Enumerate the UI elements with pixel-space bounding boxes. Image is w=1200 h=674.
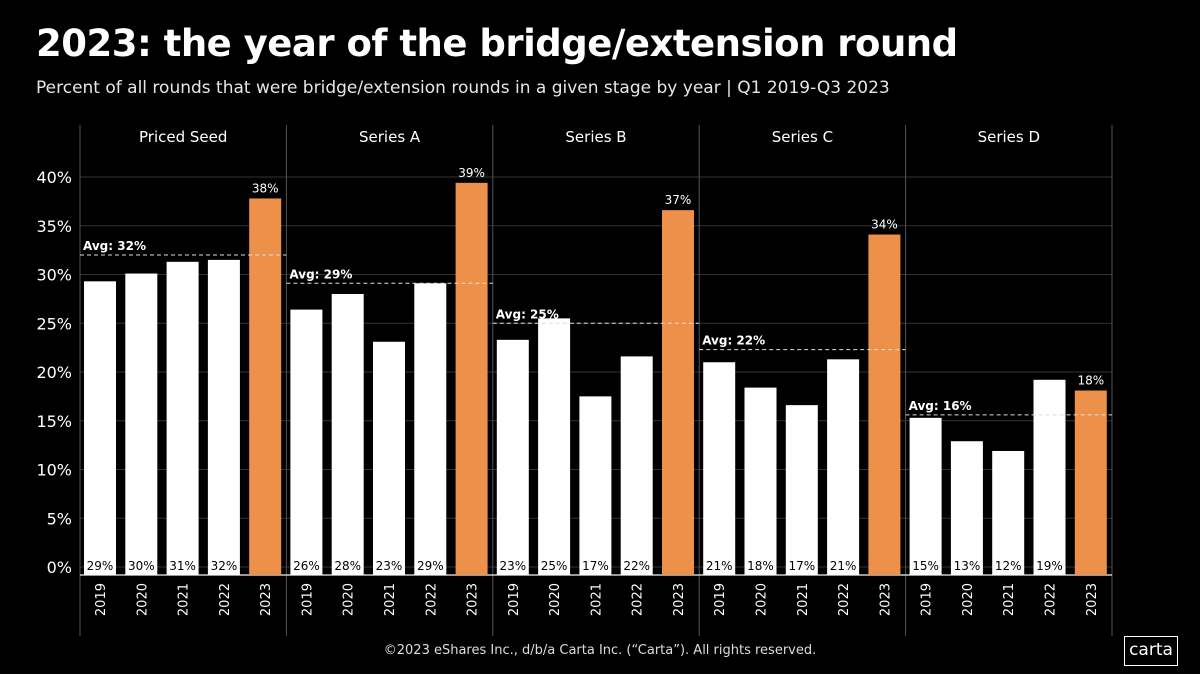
bar-series-a-2019	[290, 309, 323, 575]
data-label: 19%	[1036, 559, 1063, 573]
data-label: 22%	[623, 559, 650, 573]
bar-priced-seed-2021	[166, 261, 199, 575]
bar-series-d-2020	[950, 441, 983, 575]
x-tick-label: 2019	[300, 583, 315, 616]
panel-title: Priced Seed	[139, 128, 227, 146]
data-label: 38%	[252, 181, 279, 195]
data-label: 29%	[417, 559, 444, 573]
x-tick-label: 2022	[424, 583, 439, 616]
bar-series-a-2022	[414, 283, 447, 575]
bar-series-a-2020	[331, 294, 364, 575]
y-tick-label: 30%	[36, 266, 72, 285]
data-label: 21%	[706, 559, 733, 573]
bar-priced-seed-2023	[249, 198, 282, 575]
x-tick-label: 2021	[383, 583, 398, 616]
data-label: 12%	[995, 559, 1022, 573]
x-tick-label: 2020	[961, 583, 976, 616]
x-tick-label: 2019	[713, 583, 728, 616]
x-tick-label: 2020	[755, 583, 770, 616]
panel-title: Series D	[978, 128, 1040, 146]
data-label: 18%	[1077, 374, 1104, 388]
x-tick-label: 2021	[796, 583, 811, 616]
bar-series-a-2023	[455, 182, 488, 575]
data-label: 21%	[830, 559, 857, 573]
x-tick-label: 2023	[1085, 583, 1100, 616]
data-label: 18%	[747, 559, 774, 573]
average-label: Avg: 16%	[909, 399, 972, 413]
bar-series-b-2023	[662, 210, 694, 575]
x-tick-label: 2021	[177, 583, 192, 616]
y-tick-label: 10%	[36, 461, 72, 480]
chart-subtitle: Percent of all rounds that were bridge/e…	[36, 78, 890, 98]
average-label: Avg: 32%	[83, 239, 146, 253]
bar-priced-seed-2019	[84, 281, 116, 575]
x-tick-label: 2022	[837, 583, 852, 616]
average-label: Avg: 22%	[702, 334, 765, 348]
panel-title: Series B	[565, 128, 626, 146]
carta-logo: carta	[1124, 636, 1178, 666]
x-tick-label: 2020	[135, 583, 150, 616]
x-tick-label: 2023	[672, 583, 687, 616]
bar-series-d-2019	[909, 417, 942, 575]
y-tick-label: 40%	[36, 168, 72, 187]
y-tick-label: 35%	[36, 217, 72, 236]
data-label: 28%	[334, 559, 361, 573]
x-tick-label: 2019	[507, 583, 522, 616]
bar-series-c-2023	[868, 234, 901, 575]
data-label: 26%	[293, 559, 320, 573]
bar-series-c-2019	[703, 362, 736, 575]
panel-title: Series C	[772, 128, 833, 146]
data-label: 23%	[499, 559, 526, 573]
data-label: 25%	[541, 559, 568, 573]
data-label: 30%	[128, 559, 155, 573]
bar-series-b-2021	[579, 396, 612, 575]
y-tick-label: 5%	[47, 509, 72, 528]
x-tick-label: 2022	[218, 583, 233, 616]
bar-series-d-2022	[1033, 379, 1066, 575]
average-label: Avg: 29%	[289, 267, 352, 281]
x-tick-label: 2023	[466, 583, 481, 616]
x-tick-label: 2021	[1002, 583, 1017, 616]
x-tick-label: 2019	[94, 583, 109, 616]
bar-series-b-2022	[620, 356, 653, 575]
x-tick-label: 2019	[920, 583, 935, 616]
y-tick-label: 25%	[36, 314, 72, 333]
bar-priced-seed-2020	[125, 273, 158, 575]
y-tick-label: 20%	[36, 363, 72, 382]
data-label: 15%	[912, 559, 939, 573]
chart-title: 2023: the year of the bridge/extension r…	[36, 22, 958, 65]
bar-series-a-2021	[373, 341, 405, 575]
x-tick-label: 2021	[589, 583, 604, 616]
bar-series-c-2020	[744, 387, 777, 575]
bar-series-d-2021	[992, 450, 1025, 575]
bar-series-c-2021	[785, 405, 818, 575]
data-label: 29%	[87, 559, 114, 573]
bar-series-b-2019	[496, 339, 529, 575]
bar-priced-seed-2022	[207, 259, 240, 575]
x-tick-label: 2022	[631, 583, 646, 616]
data-label: 39%	[458, 166, 485, 180]
x-tick-label: 2022	[1044, 583, 1059, 616]
data-label: 37%	[665, 193, 692, 207]
copyright-footer: ©2023 eShares Inc., d/b/a Carta Inc. (“C…	[383, 643, 817, 658]
x-tick-label: 2020	[548, 583, 563, 616]
data-label: 34%	[871, 218, 898, 232]
y-tick-label: 0%	[47, 558, 72, 577]
data-label: 13%	[954, 559, 981, 573]
x-tick-label: 2023	[878, 583, 893, 616]
data-label: 17%	[582, 559, 609, 573]
data-label: 17%	[788, 559, 815, 573]
y-tick-label: 15%	[36, 412, 72, 431]
data-label: 23%	[376, 559, 403, 573]
x-tick-label: 2023	[259, 583, 274, 616]
bar-series-d-2023	[1074, 390, 1107, 575]
bar-series-c-2022	[827, 359, 860, 575]
x-tick-label: 2020	[342, 583, 357, 616]
data-label: 32%	[211, 559, 238, 573]
panel-title: Series A	[359, 128, 421, 146]
bar-series-b-2020	[538, 318, 571, 575]
average-label: Avg: 25%	[496, 307, 559, 321]
data-label: 31%	[169, 559, 196, 573]
